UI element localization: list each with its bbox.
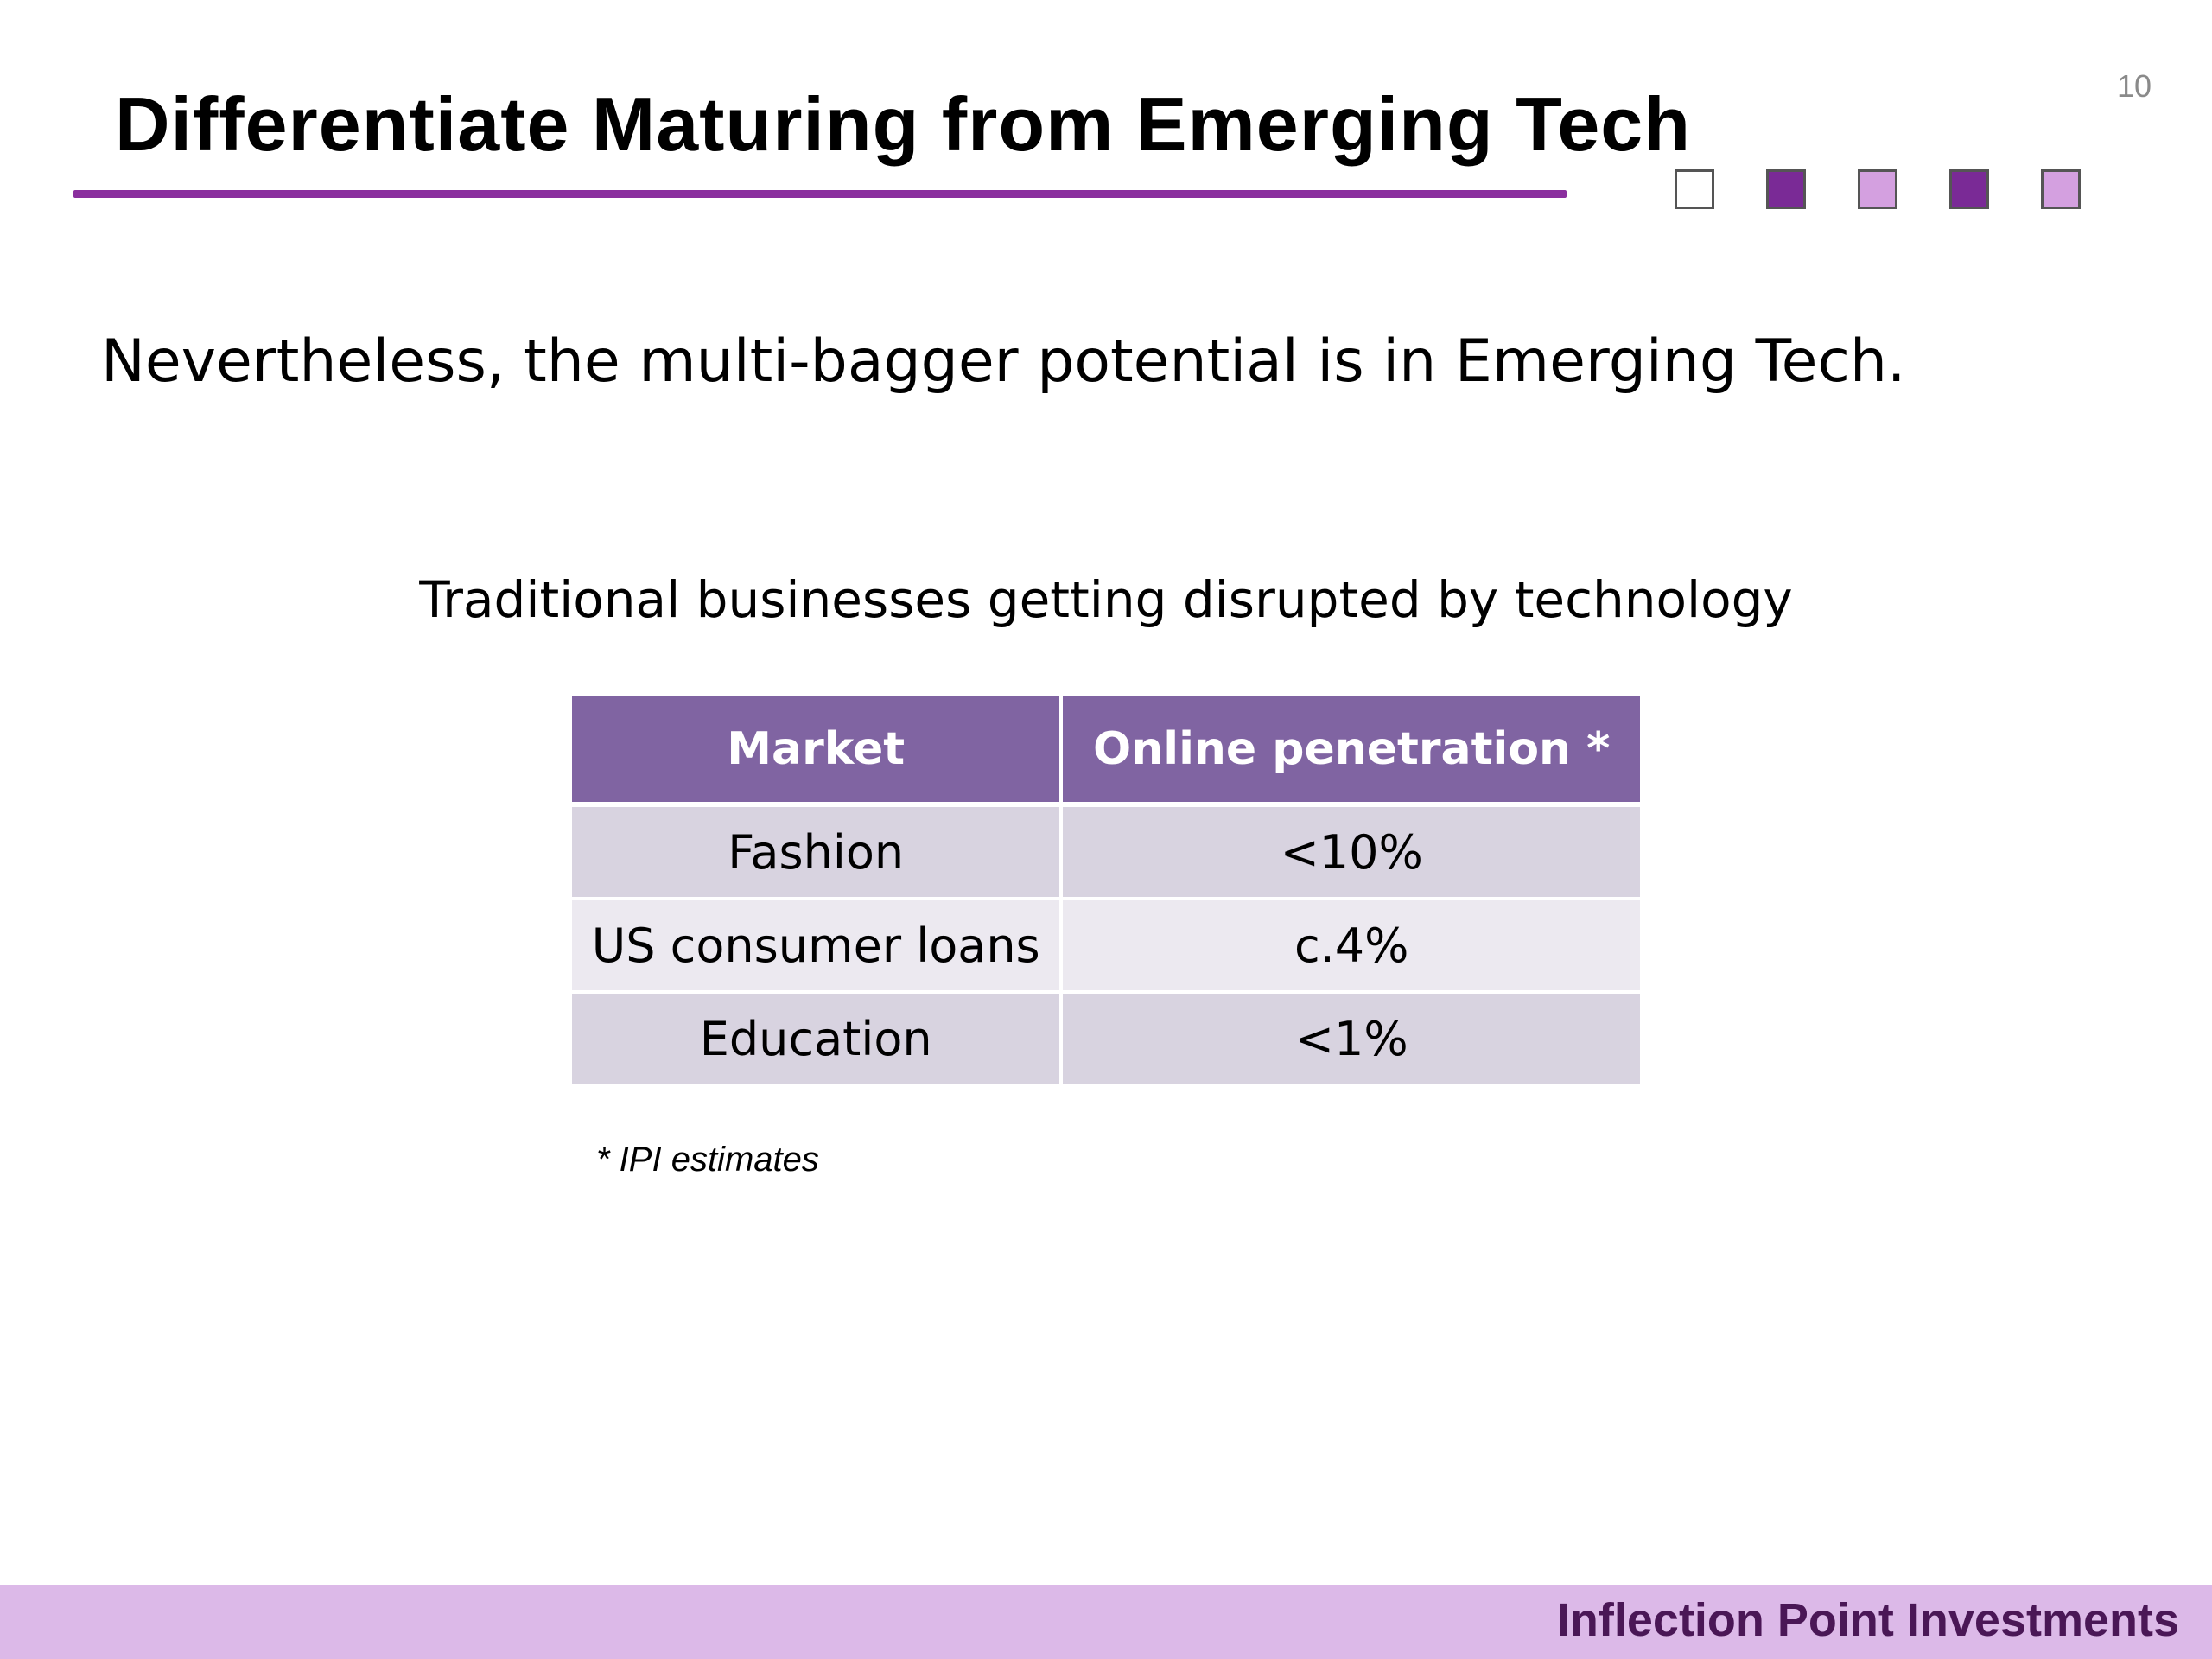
decorative-square <box>1858 169 1897 209</box>
slide-title: Differentiate Maturing from Emerging Tec… <box>115 81 1691 167</box>
cell-market: Education <box>572 992 1064 1087</box>
page-number: 10 <box>2116 68 2152 104</box>
table-row: Education <1% <box>572 992 1640 1087</box>
decorative-squares <box>1675 169 2081 209</box>
headline-text: Nevertheless, the multi-bagger potential… <box>101 327 1906 396</box>
cell-penetration: <10% <box>1061 804 1640 900</box>
cell-market: Fashion <box>572 804 1064 900</box>
table-row: US consumer loans c.4% <box>572 899 1640 994</box>
footer-brand: Inflection Point Investments <box>1556 1594 2179 1646</box>
penetration-table: Market Online penetration * Fashion <10%… <box>572 696 1640 1087</box>
footnote: * IPI estimates <box>596 1141 819 1179</box>
table-caption: Traditional businesses getting disrupted… <box>419 570 1793 629</box>
decorative-square <box>1949 169 1989 209</box>
title-underline <box>73 190 1567 198</box>
decorative-square <box>2041 169 2081 209</box>
table-header-row: Market Online penetration * <box>572 696 1640 807</box>
decorative-square <box>1675 169 1714 209</box>
table-row: Fashion <10% <box>572 804 1640 900</box>
footer-band: Inflection Point Investments <box>0 1585 2212 1659</box>
header-market: Market <box>572 696 1064 807</box>
header-online-penetration: Online penetration * <box>1061 696 1640 807</box>
cell-market: US consumer loans <box>572 899 1064 994</box>
decorative-square <box>1766 169 1806 209</box>
cell-penetration: c.4% <box>1061 899 1640 994</box>
cell-penetration: <1% <box>1061 992 1640 1087</box>
